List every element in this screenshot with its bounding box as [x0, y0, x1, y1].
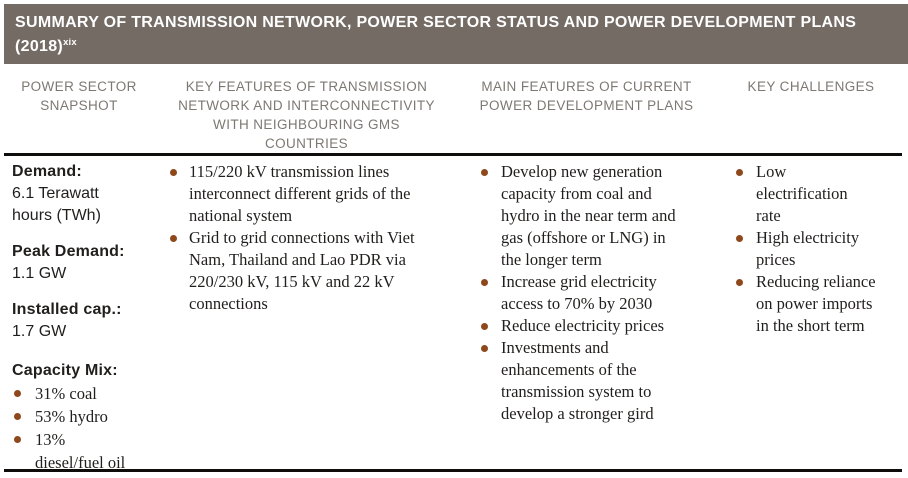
bullet-icon — [481, 323, 488, 330]
snapshot-label: Demand: — [12, 163, 82, 180]
snapshot-value: 1.1 GW — [12, 265, 67, 282]
table-body-row: Demand: 6.1 Terawatt hours (TWh) Peak De… — [4, 156, 908, 469]
list-item: Reducing reliance on power imports in th… — [736, 271, 904, 337]
snapshot-entry-capacity-mix: Capacity Mix: 31% coal 53% hydro 13% die… — [12, 360, 148, 469]
capacity-mix-item: 31% coal — [35, 384, 97, 403]
table-title: SUMMARY OF TRANSMISSION NETWORK, POWER S… — [15, 14, 857, 31]
transmission-feature-item: Grid to grid connections with Viet Nam, … — [189, 228, 415, 313]
list-item: Develop new generation capacity from coa… — [481, 161, 706, 271]
bullet-icon — [481, 279, 488, 286]
list-item: Increase grid electricity access to 70% … — [481, 271, 706, 315]
list-item: Reduce electricity prices — [481, 315, 706, 337]
snapshot-label: Capacity Mix: — [12, 362, 118, 379]
power-sector-snapshot-cell: Demand: 6.1 Terawatt hours (TWh) Peak De… — [4, 161, 154, 469]
header-divider-rule — [4, 153, 902, 156]
bullet-icon — [14, 436, 21, 443]
snapshot-label: Peak Demand: — [12, 243, 125, 260]
list-item: Grid to grid connections with Viet Nam, … — [170, 227, 449, 315]
bullet-icon — [736, 279, 743, 286]
list-item: 53% hydro — [14, 405, 148, 428]
key-challenge-item: Reducing reliance on power imports in th… — [756, 272, 876, 335]
table-title-year: (2018) — [15, 38, 64, 55]
bullet-icon — [14, 390, 21, 397]
capacity-mix-item: 53% hydro — [35, 407, 108, 426]
snapshot-value: 1.7 GW — [12, 323, 67, 340]
bullet-icon — [736, 169, 743, 176]
list-item: 115/220 kV transmission lines interconne… — [170, 161, 449, 227]
development-plans-cell: Develop new generation capacity from coa… — [459, 161, 714, 469]
key-challenge-item: High electricity prices — [756, 228, 860, 269]
list-item: 13% diesel/fuel oil — [14, 428, 148, 469]
list-item: 31% coal — [14, 382, 148, 405]
bottom-rule — [4, 469, 902, 472]
summary-table: SUMMARY OF TRANSMISSION NETWORK, POWER S… — [0, 4, 908, 478]
snapshot-value: 6.1 Terawatt hours (TWh) — [12, 185, 101, 224]
column-header-power-sector-snapshot: POWER SECTOR SNAPSHOT — [21, 79, 137, 113]
development-plan-item: Reduce electricity prices — [501, 316, 665, 335]
snapshot-entry-demand: Demand: 6.1 Terawatt hours (TWh) — [12, 161, 148, 227]
table-title-bar: SUMMARY OF TRANSMISSION NETWORK, POWER S… — [4, 4, 908, 64]
table-title-year-line: (2018)xix — [15, 33, 894, 57]
snapshot-label: Installed cap.: — [12, 301, 122, 318]
bullet-icon — [170, 235, 177, 242]
bullet-icon — [736, 235, 743, 242]
bullet-icon — [14, 413, 21, 420]
development-plan-item: Investments and enhancements of the tran… — [501, 338, 654, 423]
list-item: Investments and enhancements of the tran… — [481, 337, 706, 425]
key-challenge-item: Low electrification rate — [756, 162, 848, 225]
transmission-features-cell: 115/220 kV transmission lines interconne… — [154, 161, 459, 469]
snapshot-entry-installed-capacity: Installed cap.: 1.7 GW — [12, 299, 148, 343]
column-header-row: POWER SECTOR SNAPSHOT KEY FEATURES OF TR… — [4, 64, 908, 153]
column-header-transmission-features: KEY FEATURES OF TRANSMISSION NETWORK AND… — [178, 79, 435, 151]
key-challenges-cell: Low electrification rate High electricit… — [714, 161, 908, 469]
development-plan-item: Increase grid electricity access to 70% … — [501, 272, 657, 313]
transmission-feature-item: 115/220 kV transmission lines interconne… — [189, 162, 411, 225]
capacity-mix-item: 13% diesel/fuel oil — [35, 430, 126, 469]
list-item: Low electrification rate — [736, 161, 904, 227]
bullet-icon — [481, 345, 488, 352]
development-plan-item: Develop new generation capacity from coa… — [501, 162, 676, 269]
list-item: High electricity prices — [736, 227, 904, 271]
snapshot-entry-peak-demand: Peak Demand: 1.1 GW — [12, 241, 148, 285]
column-header-development-plans: MAIN FEATURES OF CURRENT POWER DEVELOPME… — [479, 79, 694, 113]
column-header-key-challenges: KEY CHALLENGES — [747, 79, 875, 94]
bullet-icon — [170, 169, 177, 176]
footnote-marker: xix — [63, 37, 77, 48]
bullet-icon — [481, 169, 488, 176]
